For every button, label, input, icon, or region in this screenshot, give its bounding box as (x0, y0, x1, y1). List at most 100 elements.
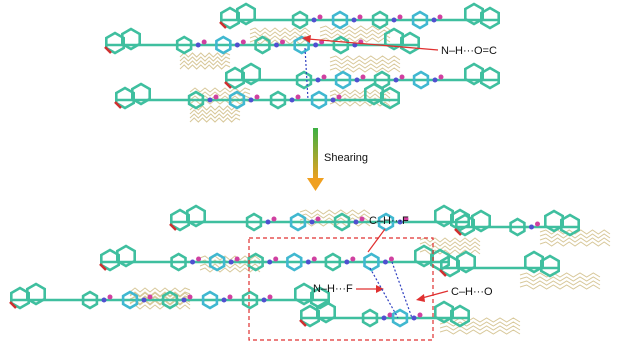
atom-f (9, 301, 17, 309)
alkyl-chain (329, 55, 401, 61)
atom-n (393, 77, 399, 83)
ring (363, 82, 385, 106)
pointer-line (307, 38, 439, 51)
alkyl-chain (329, 63, 401, 69)
atom-n (274, 42, 279, 48)
ring (81, 290, 99, 310)
ring (295, 70, 313, 90)
atom-n (289, 97, 295, 103)
alkyl-chain (519, 280, 601, 286)
ring (433, 300, 455, 324)
ring (449, 208, 471, 232)
atom-n (261, 297, 267, 303)
alkyl-chain (129, 292, 191, 298)
ring (105, 31, 125, 55)
atom-f (224, 81, 232, 89)
atom-f (114, 101, 122, 109)
ring (391, 308, 409, 328)
alkyl-chain (519, 272, 601, 278)
annotations: N–H···O=C Shearing C–H···F N–H···F C–H··… (248, 35, 497, 341)
alkyl-chain (179, 56, 231, 62)
ring (439, 254, 461, 278)
atom-n (195, 42, 201, 48)
atom-o (280, 39, 285, 45)
pointer-line (367, 228, 386, 253)
pointer-head (376, 285, 384, 293)
atom-o (311, 256, 317, 262)
atom-n (354, 77, 360, 83)
ring (383, 27, 405, 51)
label-ch-f: C–H···F (369, 215, 409, 227)
atom-o (387, 312, 393, 318)
ring (170, 252, 187, 272)
alkyl-chain (329, 59, 401, 65)
ring (333, 212, 351, 232)
h-bond (304, 47, 309, 101)
ring (379, 86, 401, 110)
label-shearing: Shearing (324, 152, 368, 164)
atom-o (187, 294, 193, 300)
atom-o (213, 94, 219, 100)
alkyl-chain (189, 99, 251, 105)
ring (334, 70, 352, 90)
atom-n (431, 17, 437, 23)
atom-n (352, 42, 358, 48)
pointer-head (416, 294, 425, 302)
alkyl-chain (189, 117, 241, 123)
pointer-head (302, 35, 311, 43)
ring (121, 290, 139, 310)
atom-o (196, 256, 202, 262)
ring (236, 2, 256, 26)
atom-o (147, 294, 153, 300)
atom-n (190, 259, 196, 265)
atom-n (381, 315, 387, 321)
atom-o (357, 14, 363, 20)
atom-n (351, 17, 357, 23)
atom-o (397, 14, 403, 20)
label-ch-o: C–H···O (451, 286, 493, 298)
atom-o (321, 74, 327, 80)
alkyl-chain (539, 229, 611, 235)
alkyl-chain (189, 91, 251, 97)
alkyl-chain (179, 60, 231, 66)
ring (454, 213, 476, 237)
atom-o (438, 74, 444, 80)
atom-n (221, 297, 227, 303)
alkyl-chain (319, 37, 391, 43)
ring (291, 10, 309, 30)
alkyl-chain (439, 325, 521, 331)
alkyl-chain (179, 64, 231, 70)
alkyl-chain (319, 25, 391, 31)
molecules (9, 2, 581, 328)
alkyl-chain (129, 291, 191, 297)
ring (121, 27, 141, 51)
alkyl-chain (189, 87, 251, 93)
ring (399, 31, 421, 55)
ring (539, 254, 561, 278)
alkyl-chain (299, 209, 371, 215)
atom-f (439, 269, 447, 277)
ring (175, 35, 193, 55)
alkyl-chains (129, 25, 611, 335)
ring (559, 213, 581, 237)
atom-o (360, 74, 366, 80)
atom-n (353, 219, 359, 225)
ring (309, 286, 331, 310)
atom-n (207, 97, 213, 103)
atom-n (411, 315, 417, 321)
alkyl-chain (249, 35, 311, 41)
ring (377, 212, 395, 232)
ring (463, 62, 485, 86)
alkyl-chain (539, 237, 611, 243)
atom-n (315, 77, 321, 83)
h-bond (369, 267, 399, 319)
alkyl-chain (129, 304, 191, 310)
ring (228, 90, 246, 110)
atom-n (529, 224, 534, 230)
atom-o (273, 256, 279, 262)
ring (543, 209, 565, 233)
atom-o (315, 216, 321, 222)
atom-o (535, 221, 540, 227)
atom-o (403, 216, 409, 222)
ring (293, 282, 315, 306)
